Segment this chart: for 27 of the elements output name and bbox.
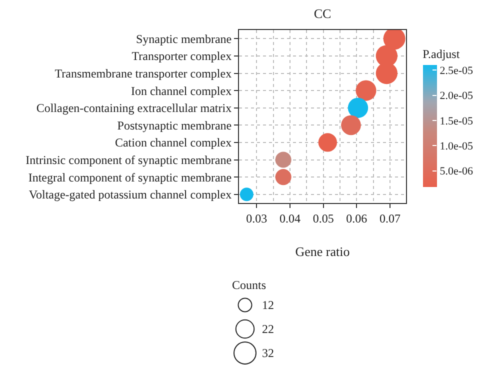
color-bar-label: 5.0e-06 xyxy=(440,166,474,178)
y-tick-label: Transmembrane transporter complex xyxy=(54,66,232,80)
x-axis-title: Gene ratio xyxy=(295,244,350,259)
color-bar-label: 1.0e-05 xyxy=(440,140,474,153)
x-tick-label: 0.06 xyxy=(346,211,368,226)
y-tick-label: Transporter complex xyxy=(132,49,232,64)
y-tick-label: Collagen-containing extracellular matrix xyxy=(36,101,232,116)
y-tick-label: Synaptic membrane xyxy=(136,32,232,46)
y-tick-label: Intrinsic component of synaptic membrane xyxy=(26,152,232,167)
color-bar-label: 2.0e-05 xyxy=(440,90,474,102)
y-tick-label: Ion channel complex xyxy=(130,84,232,98)
y-tick-label: Voltage-gated potassium channel complex xyxy=(28,188,232,202)
x-tick-label: 0.04 xyxy=(280,211,300,226)
legend-label: 32 xyxy=(262,346,274,360)
x-tick-label: 0.05 xyxy=(312,211,334,226)
color-bar-label: 2.5e-05 xyxy=(440,64,474,77)
legend-label: 22 xyxy=(262,322,274,336)
y-tick-label: Cation channel complex xyxy=(114,136,232,150)
color-bar-label: 1.5e-05 xyxy=(440,115,474,128)
x-tick-label: 0.07 xyxy=(380,211,400,226)
chart-title: CC xyxy=(314,6,332,22)
legend-title: Counts xyxy=(232,278,268,292)
x-tick-label: 0.03 xyxy=(246,211,268,226)
y-tick-label: Integral component of synaptic membrane xyxy=(28,170,232,184)
color-bar-title: P.adjust xyxy=(422,47,460,61)
legend-label: 12 xyxy=(262,298,274,312)
y-tick-label: Postsynaptic membrane xyxy=(117,118,232,132)
